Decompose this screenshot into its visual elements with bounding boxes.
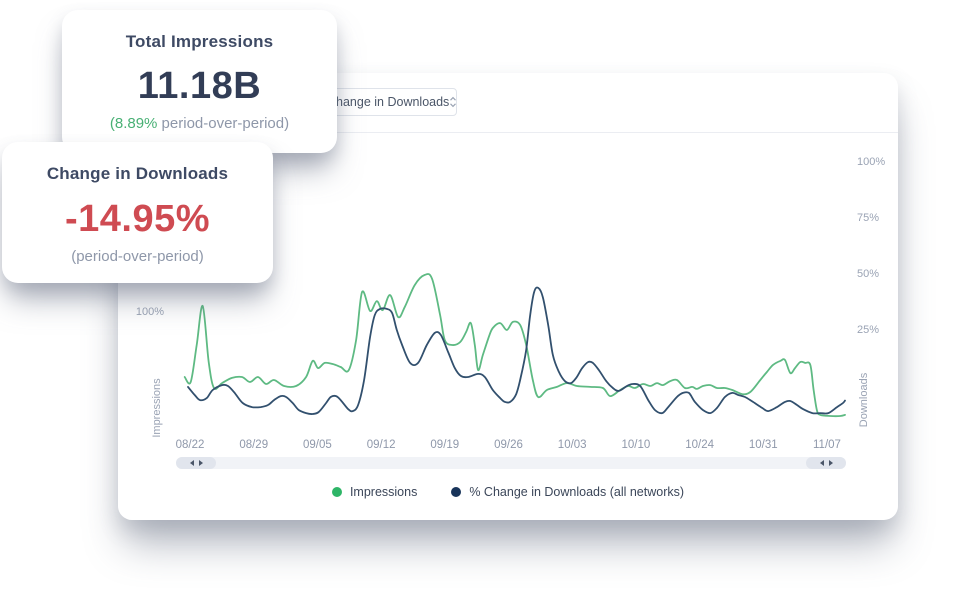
delta-percent: (8.89%	[109, 115, 158, 132]
chart-card: Change in Downloads Impressions % Change …	[118, 73, 898, 520]
x-axis-tick-label: 08/29	[239, 439, 269, 451]
x-axis-tick-label: 10/10	[621, 439, 651, 451]
legend-label: % Change in Downloads (all networks)	[469, 485, 685, 499]
left-axis-tick: 100%	[135, 306, 164, 319]
card-title: Change in Downloads	[46, 164, 229, 183]
series-line-downloads	[187, 286, 846, 415]
legend-label: Impressions	[349, 485, 418, 499]
x-axis-tick-label: 10/24	[685, 439, 714, 451]
scroll-left-icon	[189, 460, 194, 466]
right-axis-tick: 50%	[857, 268, 880, 280]
card-title: Total Impressions	[125, 32, 274, 51]
x-axis-tick-label: 10/31	[748, 439, 778, 451]
x-axis-tick-label: 09/19	[430, 439, 460, 451]
x-axis-tick-label: 09/05	[303, 439, 332, 451]
right-axis-tick: 100%	[857, 156, 886, 168]
chart-scrollbar[interactable]	[176, 457, 846, 469]
x-axis-tick-label: 11/07	[813, 439, 841, 451]
delta-caption: period-over-period)	[157, 115, 290, 132]
x-axis-tick-label: 08/22	[175, 439, 205, 451]
axis-title-downloads: Downloads	[858, 372, 870, 428]
header-divider	[118, 132, 898, 133]
legend-dot-icon	[331, 487, 342, 497]
change-in-downloads-card: Change in Downloads -14.95% (period-over…	[2, 142, 273, 283]
right-axis-tick: 75%	[857, 212, 880, 224]
x-axis-tick-label: 10/03	[557, 439, 587, 451]
total-impressions-subtext: (8.89% period-over-period)	[62, 115, 337, 132]
metric-select[interactable]: Change in Downloads	[316, 88, 457, 116]
metric-select-value: Change in Downloads	[327, 95, 450, 109]
plot-region	[178, 145, 846, 437]
scroll-left-icon	[819, 460, 824, 466]
scroll-right-icon	[828, 460, 833, 466]
x-axis-tick-label: 09/26	[494, 439, 523, 451]
x-axis-tick-label: 09/12	[366, 439, 396, 451]
change-in-downloads-value: -14.95%	[64, 198, 211, 240]
scroll-right-icon	[198, 460, 203, 466]
right-axis-tick: 25%	[857, 324, 880, 336]
scroll-handle-left[interactable]	[176, 457, 216, 469]
total-impressions-card: Total Impressions 11.18B (8.89% period-o…	[62, 10, 337, 153]
legend-item[interactable]: Impressions	[331, 485, 418, 499]
chart-svg	[183, 273, 846, 418]
chart-area: Impressions % Change in Downloads (all ne…	[118, 73, 898, 520]
scroll-handle-right[interactable]	[806, 457, 846, 469]
axis-title-impressions: Impressions	[151, 378, 163, 438]
chart-legend: Impressions % Change in Downloads (all ne…	[118, 485, 898, 499]
change-in-downloads-subtext: (period-over-period)	[71, 248, 204, 265]
series-line-impressions	[183, 273, 846, 418]
select-stepper-icon	[449, 96, 456, 108]
total-impressions-value: 11.18B	[137, 65, 262, 107]
legend-item[interactable]: % Change in Downloads (all networks)	[451, 485, 684, 499]
legend-dot-icon	[451, 487, 462, 497]
